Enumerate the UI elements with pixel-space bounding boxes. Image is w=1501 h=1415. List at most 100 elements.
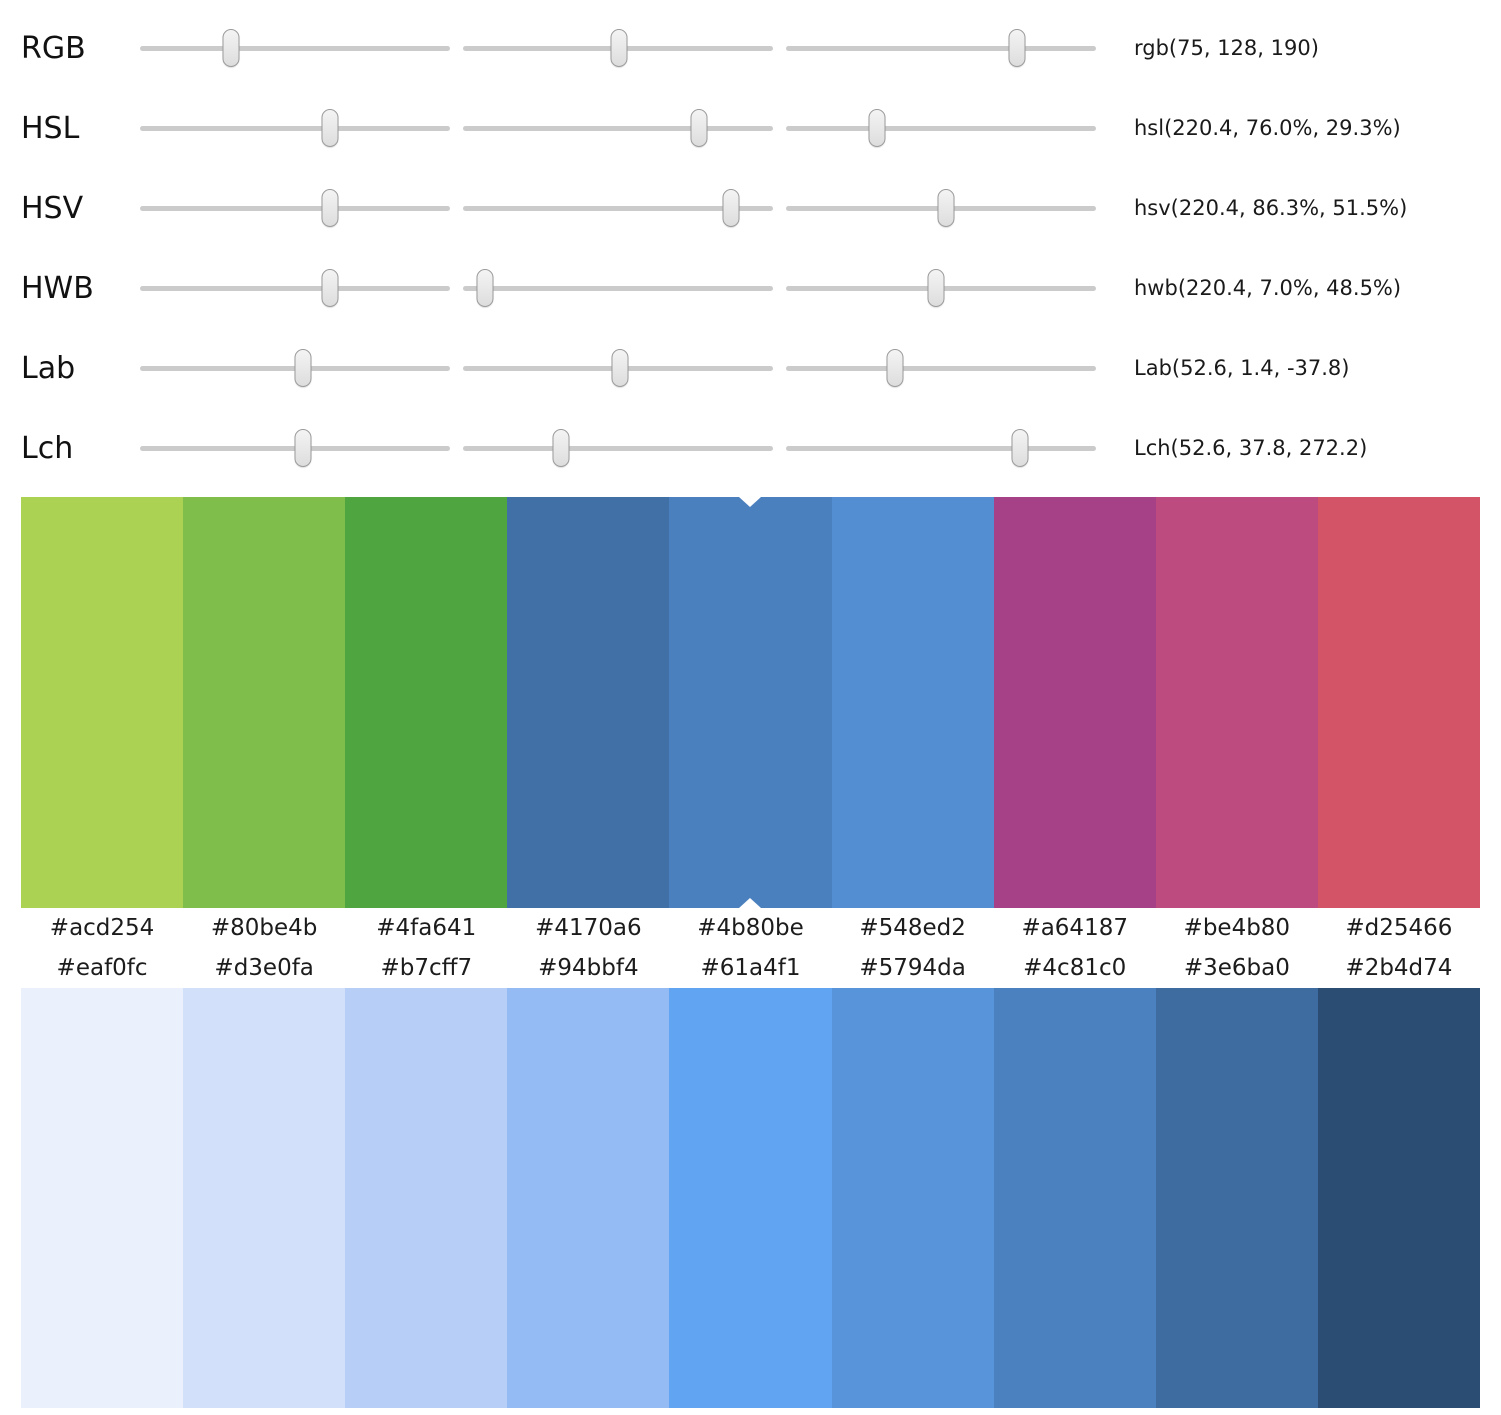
palette-swatch[interactable] [345,988,508,1408]
color-model-label: HSL [21,110,80,146]
color-value-text: rgb(75, 128, 190) [1134,36,1319,60]
slider-thumb[interactable] [222,29,240,67]
slider-track[interactable] [140,45,450,51]
slider-track[interactable] [140,125,450,131]
channel-slider[interactable] [463,8,773,88]
shade-palette-hex-labels: #eaf0fc #d3e0fa #b7cff7 #94bbf4 #61a4f1 … [21,948,1480,988]
slider-track[interactable] [786,125,1096,131]
slider-track[interactable] [140,205,450,211]
hex-code-label: #3e6ba0 [1183,955,1290,981]
channel-slider[interactable] [463,408,773,488]
hex-code-label: #5794da [859,955,966,981]
slider-track[interactable] [786,445,1096,451]
palette-swatch[interactable] [1317,497,1480,908]
color-value-text: Lab(52.6, 1.4, -37.8) [1134,356,1350,380]
slider-thumb[interactable] [927,269,945,307]
hex-code-label: #be4b80 [1183,915,1291,941]
palette-swatch[interactable] [345,497,508,908]
palette-swatch[interactable] [21,497,184,908]
color-model-label: HSV [21,190,84,226]
hex-code-label: #61a4f1 [700,955,801,981]
slider-thumb[interactable] [321,269,339,307]
slider-thumb[interactable] [611,349,629,387]
channel-slider[interactable] [140,8,450,88]
palette-swatch[interactable] [831,497,994,908]
palette-swatch[interactable] [183,988,346,1408]
slider-row-hwb: HWB hwb(220.4, 7.0%, 48.5%) [0,248,1501,328]
hex-code-label: #d3e0fa [214,955,314,981]
hex-code-label: #acd254 [49,915,155,941]
slider-thumb[interactable] [886,349,904,387]
palette-swatch[interactable] [507,497,670,908]
slider-track[interactable] [140,285,450,291]
channel-slider[interactable] [786,168,1096,248]
channel-slider[interactable] [140,408,450,488]
hue-palette [21,497,1480,908]
hex-code-label: #4c81c0 [1023,955,1127,981]
channel-slider[interactable] [786,8,1096,88]
hex-code-label: #94bbf4 [538,955,639,981]
slider-thumb[interactable] [1011,429,1029,467]
hex-code-label: #2b4d74 [1345,955,1453,981]
palette-swatch[interactable] [831,988,994,1408]
channel-slider[interactable] [140,248,450,328]
channel-slider[interactable] [786,328,1096,408]
palette-swatch[interactable] [1317,988,1480,1408]
slider-thumb[interactable] [552,429,570,467]
palette-swatch[interactable] [669,988,832,1408]
slider-thumb[interactable] [321,109,339,147]
channel-slider[interactable] [140,168,450,248]
channel-slider[interactable] [463,168,773,248]
palette-swatch[interactable] [183,497,346,908]
channel-slider[interactable] [786,248,1096,328]
palette-swatch[interactable] [21,988,184,1408]
slider-thumb[interactable] [722,189,740,227]
channel-slider[interactable] [463,88,773,168]
channel-slider[interactable] [140,88,450,168]
color-model-label: RGB [21,30,86,66]
color-model-label: Lch [21,430,74,466]
channel-slider[interactable] [786,88,1096,168]
channel-slider[interactable] [786,408,1096,488]
hex-code-label: #a64187 [1021,915,1128,941]
palette-swatch[interactable] [507,988,670,1408]
color-value-text: hsv(220.4, 86.3%, 51.5%) [1134,196,1408,220]
slider-thumb[interactable] [1008,29,1026,67]
hex-code-label: #548ed2 [859,915,966,941]
slider-thumb[interactable] [610,29,628,67]
hex-code-label: #eaf0fc [56,955,148,981]
palette-swatch[interactable] [1155,497,1318,908]
channel-slider[interactable] [463,248,773,328]
slider-track[interactable] [463,205,773,211]
slider-thumb[interactable] [476,269,494,307]
slider-track[interactable] [463,285,773,291]
slider-row-lab: Lab Lab(52.6, 1.4, -37.8) [0,328,1501,408]
slider-track[interactable] [786,45,1096,51]
shade-palette [21,988,1480,1408]
hex-code-label: #80be4b [210,915,318,941]
color-value-text: hwb(220.4, 7.0%, 48.5%) [1134,276,1402,300]
color-value-text: Lch(52.6, 37.8, 272.2) [1134,436,1368,460]
palette-swatch-selected[interactable] [669,497,832,908]
slider-thumb[interactable] [294,429,312,467]
channel-slider[interactable] [463,328,773,408]
channel-slider[interactable] [140,328,450,408]
slider-thumb[interactable] [294,349,312,387]
slider-thumb[interactable] [937,189,955,227]
slider-panel: RGB rgb(75, 128, 190) HSL [0,0,1501,488]
slider-row-hsv: HSV hsv(220.4, 86.3%, 51.5%) [0,168,1501,248]
slider-thumb[interactable] [690,109,708,147]
palette-swatch[interactable] [993,497,1156,908]
color-model-label: Lab [21,350,76,386]
slider-track[interactable] [786,365,1096,371]
slider-thumb[interactable] [321,189,339,227]
palette-swatch[interactable] [993,988,1156,1408]
hex-code-label: #b7cff7 [380,955,473,981]
slider-track[interactable] [463,125,773,131]
slider-thumb[interactable] [868,109,886,147]
slider-track[interactable] [463,445,773,451]
hue-palette-hex-labels: #acd254 #80be4b #4fa641 #4170a6 #4b80be … [21,908,1480,948]
hex-code-label: #4fa641 [376,915,477,941]
palette-swatch[interactable] [1155,988,1318,1408]
